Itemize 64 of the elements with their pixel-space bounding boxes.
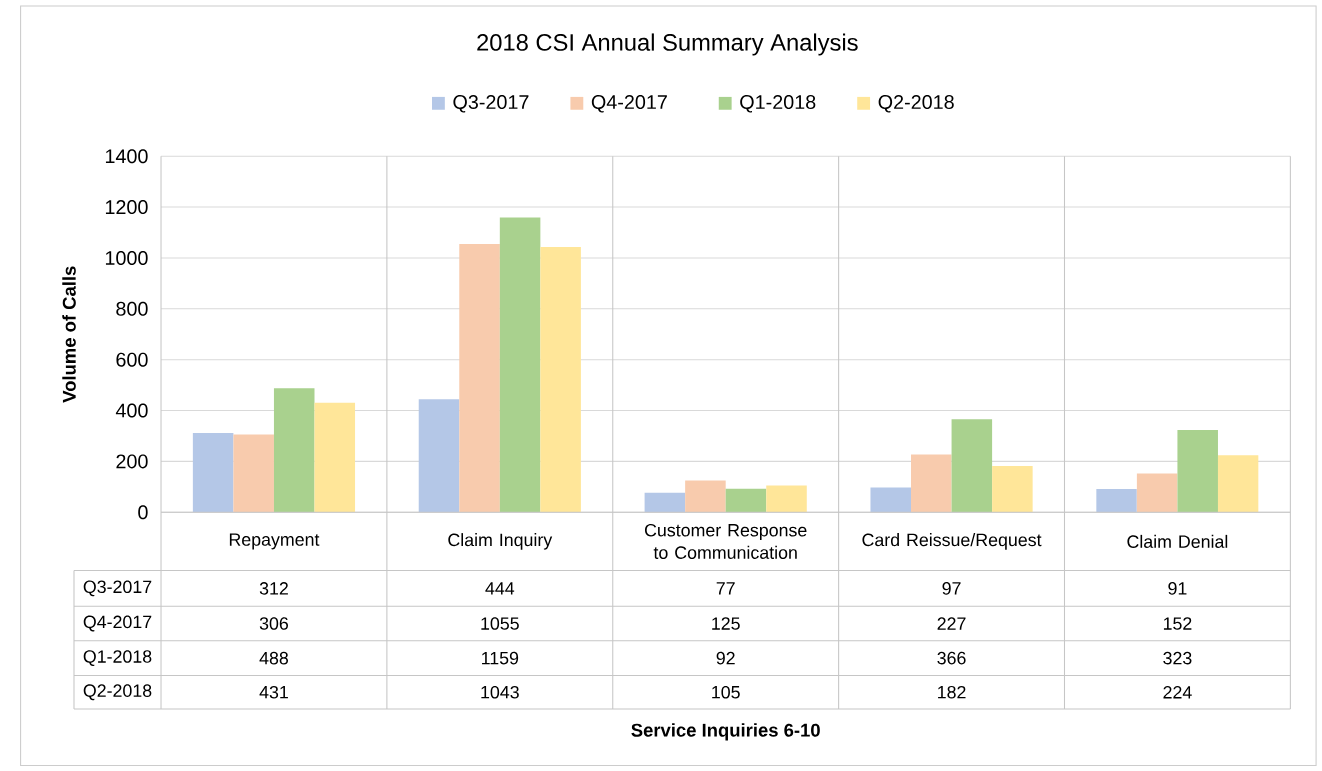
- data-label: 1055: [481, 617, 519, 630]
- y-tick-label: 1400: [105, 149, 148, 164]
- bar: [273, 387, 315, 513]
- y-tick-label: 600: [116, 352, 148, 367]
- data-label: 312: [259, 581, 288, 595]
- text: Q3-2017: [83, 580, 152, 597]
- data-label: 152: [1163, 617, 1192, 630]
- bar: [911, 454, 952, 513]
- bar: [418, 399, 460, 513]
- bar: [192, 432, 234, 513]
- data-label: 323: [1163, 651, 1192, 665]
- bar: [992, 465, 1033, 513]
- data-label: 182: [938, 685, 966, 699]
- y-tick-label: 0: [138, 505, 148, 520]
- bar: [233, 434, 274, 513]
- bar: [685, 480, 726, 513]
- x-tick-label: Customer Response to Communication: [644, 523, 807, 559]
- data-label: 1159: [482, 651, 519, 665]
- bar: [1177, 429, 1218, 513]
- x-tick-label: Card Reissue/Request: [862, 532, 1042, 550]
- text: Q4-2017: [83, 615, 152, 632]
- bar: [540, 246, 581, 513]
- data-label: 366: [937, 651, 966, 665]
- bar: [1136, 473, 1178, 513]
- y-tick-label: 1000: [105, 250, 148, 265]
- bar: [1096, 488, 1137, 513]
- y-tick-label: 200: [116, 454, 148, 469]
- legend-label: Q3-2017: [453, 94, 529, 113]
- bar: [725, 488, 767, 513]
- data-label: 97: [942, 581, 961, 595]
- data-label: 444: [485, 582, 515, 595]
- y-tick-label: 800: [116, 301, 148, 316]
- data-label: 125: [712, 617, 740, 630]
- legend-label: Q4-2017: [591, 94, 667, 113]
- data-label: 224: [1163, 685, 1192, 699]
- data-label: 431: [259, 685, 288, 699]
- data-label: 91: [1168, 581, 1187, 595]
- x-tick-label: Claim Denial: [1127, 534, 1228, 548]
- data-label: 1043: [481, 685, 519, 699]
- text: Service Inquiries 6-10: [631, 723, 820, 741]
- text: Q2-2018: [83, 684, 152, 700]
- bar: [1217, 455, 1259, 513]
- data-label: 227: [937, 617, 966, 630]
- bar: [644, 492, 686, 513]
- bar: [459, 243, 500, 513]
- bar: [870, 487, 912, 513]
- data-label: 488: [259, 651, 289, 665]
- chart-title: 2018 CSI Annual Summary Analysis: [477, 33, 858, 56]
- data-label: 105: [712, 685, 740, 699]
- legend-label: Q2-2018: [878, 94, 954, 113]
- data-label: 92: [716, 651, 735, 665]
- data-label: 306: [259, 617, 289, 630]
- y-tick-label: 1200: [105, 199, 148, 214]
- x-tick-label: Claim Inquiry: [448, 532, 553, 550]
- bar: [951, 419, 993, 513]
- bar: [766, 485, 807, 513]
- legend-label: Q1-2018: [740, 94, 816, 113]
- y-tick-label: 400: [115, 403, 148, 418]
- x-tick-label: Repayment: [229, 533, 320, 550]
- text: Q1-2018: [83, 650, 152, 666]
- bar: [314, 402, 356, 513]
- y-axis-title: Volume of Calls: [62, 266, 76, 403]
- bar: [499, 217, 541, 513]
- data-label: 77: [716, 582, 735, 595]
